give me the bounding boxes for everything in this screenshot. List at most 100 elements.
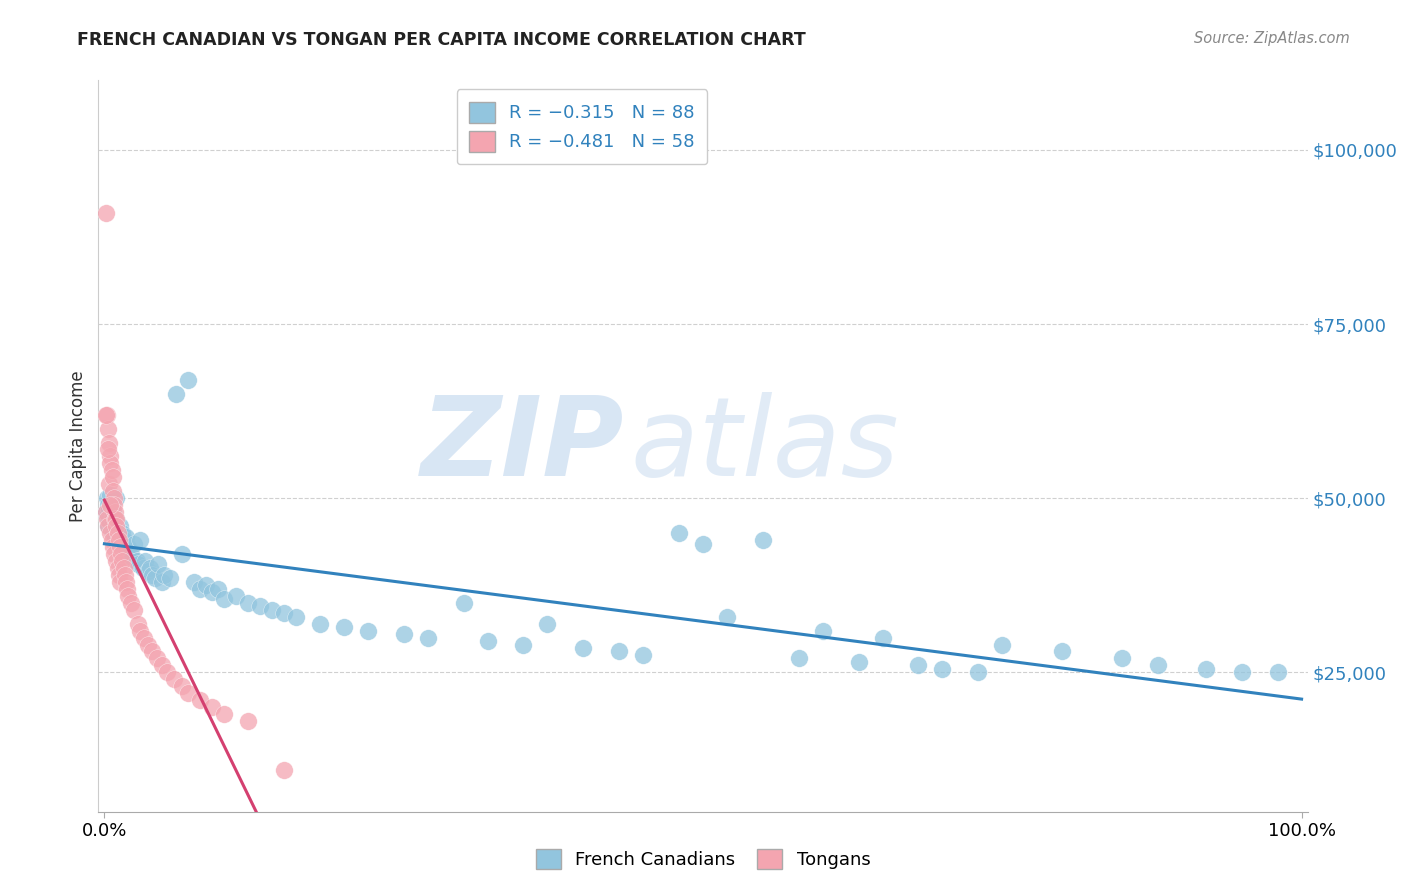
- Point: [105, 554, 128, 568]
- Point: [100, 533, 122, 547]
- Point: [1050, 644, 1073, 658]
- Point: [212, 707, 235, 722]
- Point: [100, 457, 122, 471]
- Point: [967, 665, 990, 680]
- Point: [97, 498, 120, 512]
- Point: [103, 491, 125, 506]
- Point: [94, 505, 117, 519]
- Point: [172, 679, 194, 693]
- Point: [97, 421, 120, 435]
- Point: [124, 536, 146, 550]
- Point: [127, 616, 149, 631]
- Point: [512, 638, 534, 652]
- Point: [120, 596, 142, 610]
- Point: [114, 540, 136, 554]
- Point: [108, 574, 131, 589]
- Text: FRENCH CANADIAN VS TONGAN PER CAPITA INCOME CORRELATION CHART: FRENCH CANADIAN VS TONGAN PER CAPITA INC…: [77, 31, 806, 49]
- Point: [96, 512, 118, 526]
- Point: [1267, 665, 1289, 680]
- Point: [991, 638, 1014, 652]
- Point: [104, 530, 127, 544]
- Point: [188, 693, 211, 707]
- Point: [110, 547, 132, 561]
- Point: [631, 648, 654, 662]
- Point: [273, 606, 295, 620]
- Point: [94, 205, 117, 219]
- Point: [163, 673, 186, 687]
- Point: [668, 526, 690, 541]
- Point: [115, 582, 138, 596]
- Point: [129, 533, 152, 547]
- Point: [159, 571, 181, 585]
- Point: [392, 627, 415, 641]
- Point: [94, 408, 117, 422]
- Legend: R = −0.315   N = 88, R = −0.481   N = 58: R = −0.315 N = 88, R = −0.481 N = 58: [457, 89, 707, 164]
- Point: [101, 526, 124, 541]
- Point: [146, 651, 169, 665]
- Point: [103, 547, 125, 561]
- Point: [112, 533, 135, 547]
- Point: [110, 536, 132, 550]
- Point: [148, 558, 170, 572]
- Point: [101, 540, 124, 554]
- Point: [1111, 651, 1133, 665]
- Point: [96, 408, 118, 422]
- Point: [153, 567, 176, 582]
- Point: [752, 533, 775, 547]
- Point: [108, 540, 131, 554]
- Point: [134, 554, 156, 568]
- Point: [101, 484, 124, 499]
- Point: [98, 435, 121, 450]
- Legend: French Canadians, Tongans: French Canadians, Tongans: [526, 839, 880, 879]
- Point: [156, 665, 179, 680]
- Point: [260, 603, 283, 617]
- Point: [108, 519, 131, 533]
- Point: [96, 508, 118, 523]
- Point: [195, 578, 218, 592]
- Point: [848, 655, 870, 669]
- Point: [188, 582, 211, 596]
- Point: [100, 488, 122, 502]
- Point: [107, 526, 129, 541]
- Point: [692, 536, 714, 550]
- Point: [94, 505, 117, 519]
- Text: Source: ZipAtlas.com: Source: ZipAtlas.com: [1194, 31, 1350, 46]
- Point: [114, 567, 136, 582]
- Point: [150, 574, 173, 589]
- Point: [97, 519, 120, 533]
- Point: [416, 631, 439, 645]
- Point: [97, 519, 120, 533]
- Point: [249, 599, 271, 614]
- Point: [101, 470, 124, 484]
- Point: [100, 516, 122, 530]
- Point: [236, 714, 259, 728]
- Point: [177, 373, 200, 387]
- Point: [98, 501, 121, 516]
- Point: [284, 609, 307, 624]
- Point: [107, 533, 129, 547]
- Point: [1147, 658, 1170, 673]
- Point: [124, 603, 146, 617]
- Point: [115, 543, 138, 558]
- Point: [105, 491, 128, 506]
- Point: [201, 585, 224, 599]
- Point: [212, 592, 235, 607]
- Point: [225, 589, 247, 603]
- Point: [129, 624, 152, 638]
- Point: [127, 558, 149, 572]
- Point: [139, 561, 162, 575]
- Point: [143, 571, 166, 585]
- Point: [536, 616, 558, 631]
- Point: [787, 651, 810, 665]
- Point: [105, 512, 128, 526]
- Point: [115, 530, 138, 544]
- Point: [100, 526, 122, 541]
- Point: [104, 505, 127, 519]
- Point: [177, 686, 200, 700]
- Point: [572, 640, 595, 655]
- Point: [136, 565, 159, 579]
- Point: [1195, 662, 1218, 676]
- Point: [872, 631, 894, 645]
- Point: [111, 526, 134, 541]
- Point: [125, 554, 148, 568]
